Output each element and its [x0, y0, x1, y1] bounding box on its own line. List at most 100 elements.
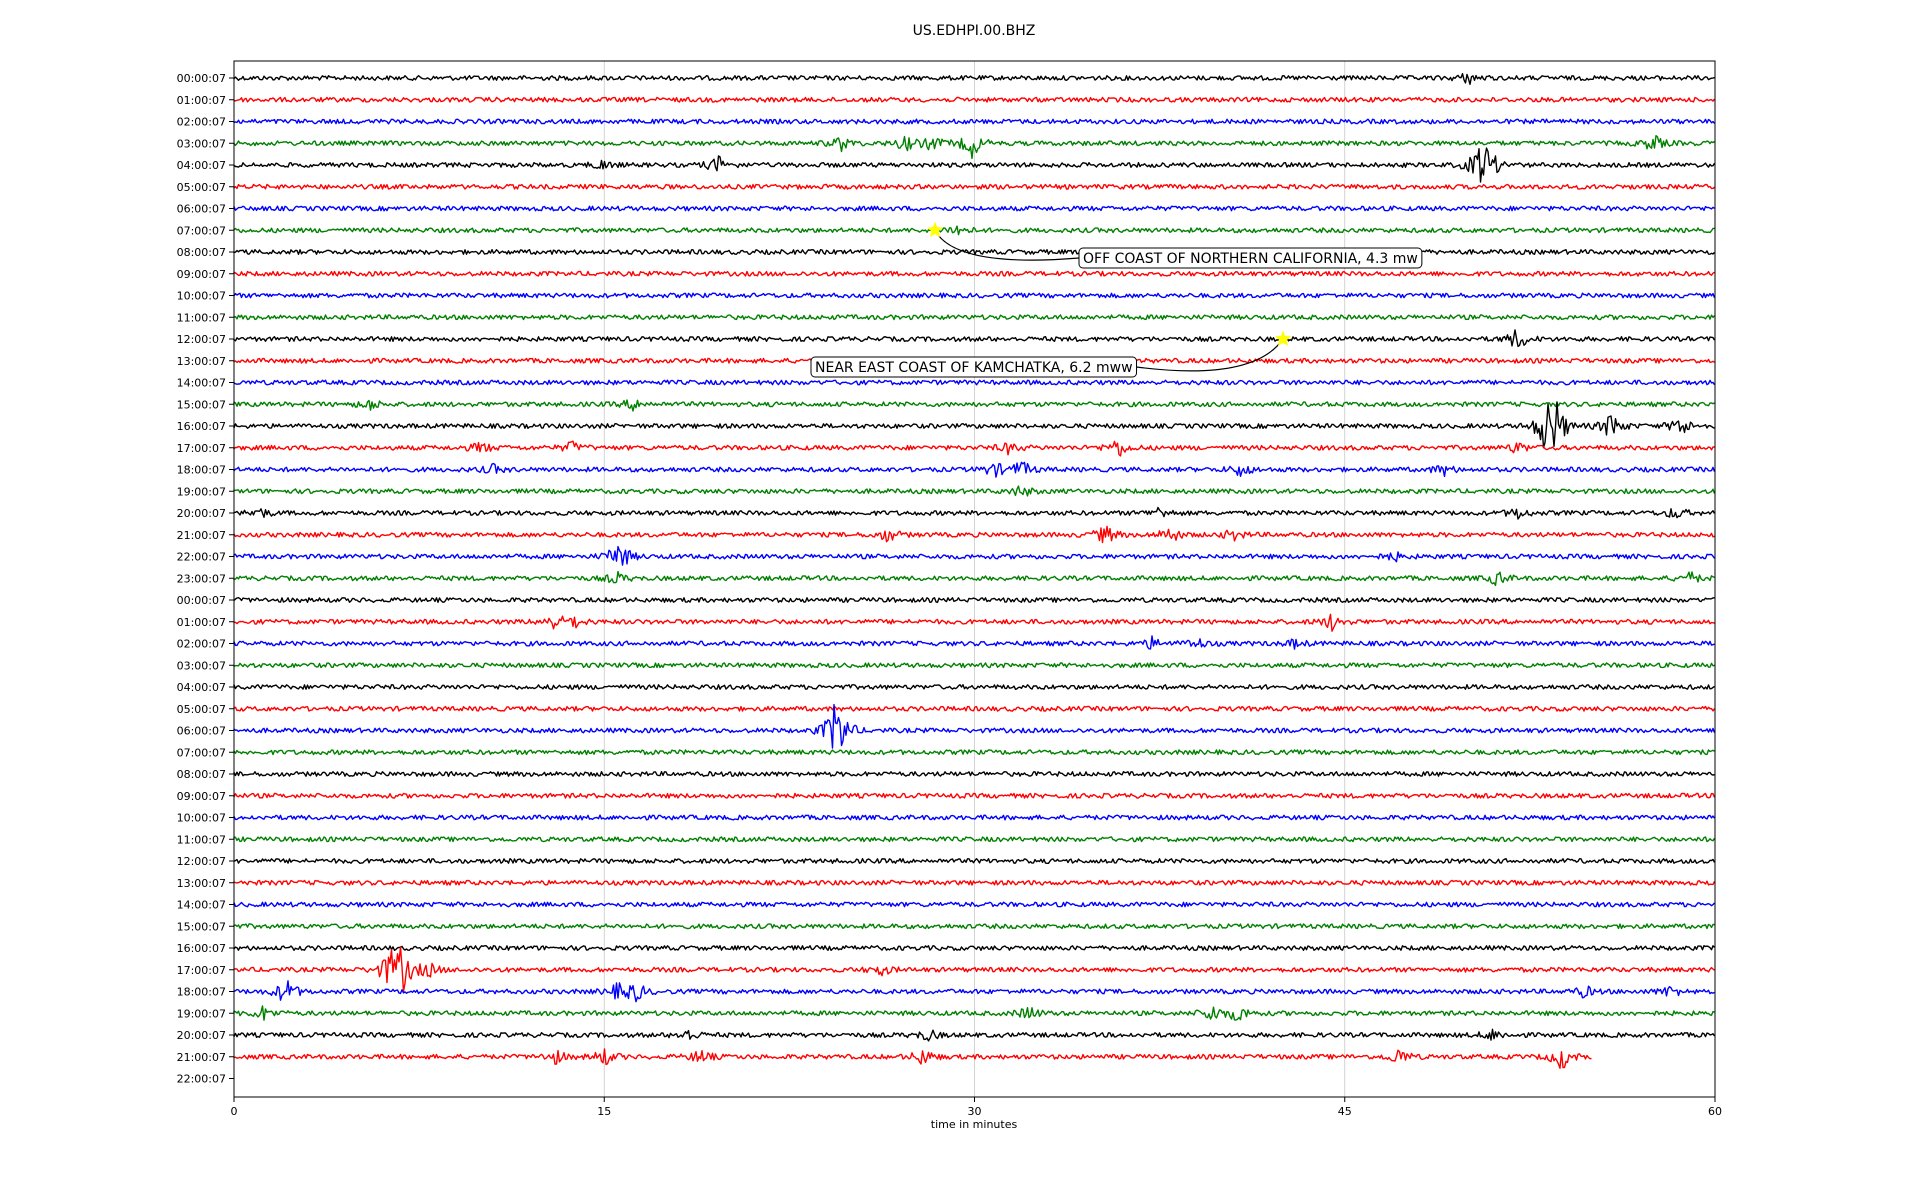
x-axis-label: time in minutes — [931, 1118, 1018, 1131]
event-connector — [934, 229, 1080, 261]
trace-row — [233, 705, 1716, 712]
trace-row — [233, 684, 1715, 690]
trace-row — [233, 980, 1715, 1003]
event-star-marker — [926, 221, 944, 238]
row-time-label: 08:00:07 — [177, 768, 226, 781]
x-tick-label: 15 — [597, 1105, 611, 1118]
row-time-labels: 00:00:07 01:00:07 02:00:07 03:00:07 04:00:07… — [177, 72, 234, 1086]
trace-row — [233, 147, 1716, 183]
trace-row — [233, 597, 1715, 603]
trace-row — [233, 858, 1716, 864]
row-time-label: 10:00:07 — [177, 812, 226, 825]
row-time-label: 16:00:07 — [177, 420, 226, 433]
row-time-label: 17:00:07 — [177, 442, 226, 455]
row-time-label: 03:00:07 — [177, 659, 226, 672]
trace-row — [233, 771, 1715, 777]
row-time-label: 14:00:07 — [177, 377, 226, 390]
row-time-label: 01:00:07 — [177, 616, 226, 629]
row-time-label: 12:00:07 — [177, 855, 226, 868]
trace-row — [233, 545, 1716, 566]
trace-row — [233, 183, 1715, 190]
row-time-label: 15:00:07 — [177, 398, 226, 411]
trace-row — [233, 836, 1716, 843]
row-time-label: 14:00:07 — [177, 899, 226, 912]
trace-row — [233, 1028, 1716, 1042]
trace-row — [233, 1005, 1715, 1021]
trace-row — [233, 135, 1715, 160]
row-time-label: 18:00:07 — [177, 464, 226, 477]
trace-row — [233, 703, 1716, 749]
trace-row — [233, 225, 1715, 236]
x-axis-ticks: 0 15 30 45 60 — [231, 1097, 1722, 1118]
trace-row — [233, 329, 1716, 348]
x-tick-label: 30 — [968, 1105, 982, 1118]
event-annotation: NEAR EAST COAST OF KAMCHATKA, 6.2 mww — [810, 330, 1292, 378]
row-time-label: 13:00:07 — [177, 355, 226, 368]
trace-row — [233, 401, 1715, 449]
row-time-label: 23:00:07 — [177, 572, 226, 585]
event-star-marker — [1274, 330, 1292, 347]
trace-row — [233, 270, 1715, 277]
row-time-label: 20:00:07 — [177, 507, 226, 520]
row-time-label: 02:00:07 — [177, 638, 226, 651]
row-time-label: 00:00:07 — [177, 72, 226, 85]
row-time-label: 19:00:07 — [177, 1007, 226, 1020]
trace-row — [233, 379, 1716, 386]
trace-row — [233, 205, 1715, 212]
trace-row — [233, 96, 1716, 103]
trace-row — [233, 440, 1715, 457]
trace-row — [233, 506, 1716, 520]
trace-row — [233, 946, 1715, 993]
row-time-label: 04:00:07 — [177, 159, 226, 172]
row-time-label: 15:00:07 — [177, 920, 226, 933]
trace-row — [233, 485, 1716, 497]
trace-row — [233, 749, 1715, 756]
event-label: OFF COAST OF NORTHERN CALIFORNIA, 4.3 mw — [1083, 251, 1418, 267]
trace-row — [233, 1048, 1592, 1069]
row-time-label: 00:00:07 — [177, 594, 226, 607]
row-time-label: 19:00:07 — [177, 485, 226, 498]
event-annotation: OFF COAST OF NORTHERN CALIFORNIA, 4.3 mw — [926, 221, 1423, 269]
row-time-label: 16:00:07 — [177, 942, 226, 955]
row-time-label: 21:00:07 — [177, 1051, 226, 1064]
trace-row — [233, 635, 1715, 650]
trace-row — [233, 879, 1716, 886]
trace-row — [233, 399, 1715, 412]
row-time-label: 13:00:07 — [177, 877, 226, 890]
trace-row — [233, 73, 1715, 85]
trace-row — [233, 525, 1715, 544]
event-annotations: OFF COAST OF NORTHERN CALIFORNIA, 4.3 mw… — [810, 221, 1423, 378]
row-time-label: 06:00:07 — [177, 203, 226, 216]
trace-row — [233, 792, 1716, 799]
trace-row — [233, 118, 1716, 125]
trace-row — [233, 314, 1716, 321]
row-time-label: 21:00:07 — [177, 529, 226, 542]
row-time-label: 22:00:07 — [177, 551, 226, 564]
event-label: NEAR EAST COAST OF KAMCHATKA, 6.2 mww — [815, 360, 1133, 376]
row-time-label: 11:00:07 — [177, 833, 226, 846]
x-tick-label: 0 — [231, 1105, 238, 1118]
trace-row — [233, 461, 1716, 478]
row-time-label: 05:00:07 — [177, 181, 226, 194]
row-time-label: 05:00:07 — [177, 703, 226, 716]
row-time-label: 04:00:07 — [177, 681, 226, 694]
trace-row — [233, 814, 1716, 821]
row-time-label: 08:00:07 — [177, 246, 226, 259]
trace-row — [233, 292, 1716, 299]
trace-row — [233, 249, 1716, 255]
x-tick-label: 60 — [1708, 1105, 1722, 1118]
trace-row — [233, 662, 1715, 669]
row-time-label: 12:00:07 — [177, 333, 226, 346]
trace-row — [233, 613, 1715, 632]
row-time-label: 20:00:07 — [177, 1029, 226, 1042]
trace-row — [233, 901, 1716, 908]
seismic-traces — [233, 73, 1716, 1069]
x-tick-label: 45 — [1338, 1105, 1352, 1118]
row-time-label: 07:00:07 — [177, 746, 226, 759]
chart-title: US.EDHPI.00.BHZ — [913, 23, 1036, 39]
row-time-label: 07:00:07 — [177, 224, 226, 237]
row-time-label: 22:00:07 — [177, 1073, 226, 1086]
row-time-label: 09:00:07 — [177, 790, 226, 803]
plot-frame — [233, 60, 1716, 1098]
row-time-label: 10:00:07 — [177, 290, 226, 303]
